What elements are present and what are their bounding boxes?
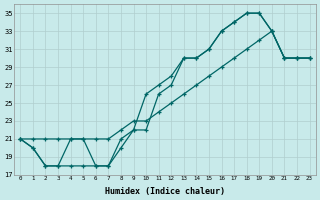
X-axis label: Humidex (Indice chaleur): Humidex (Indice chaleur) xyxy=(105,187,225,196)
